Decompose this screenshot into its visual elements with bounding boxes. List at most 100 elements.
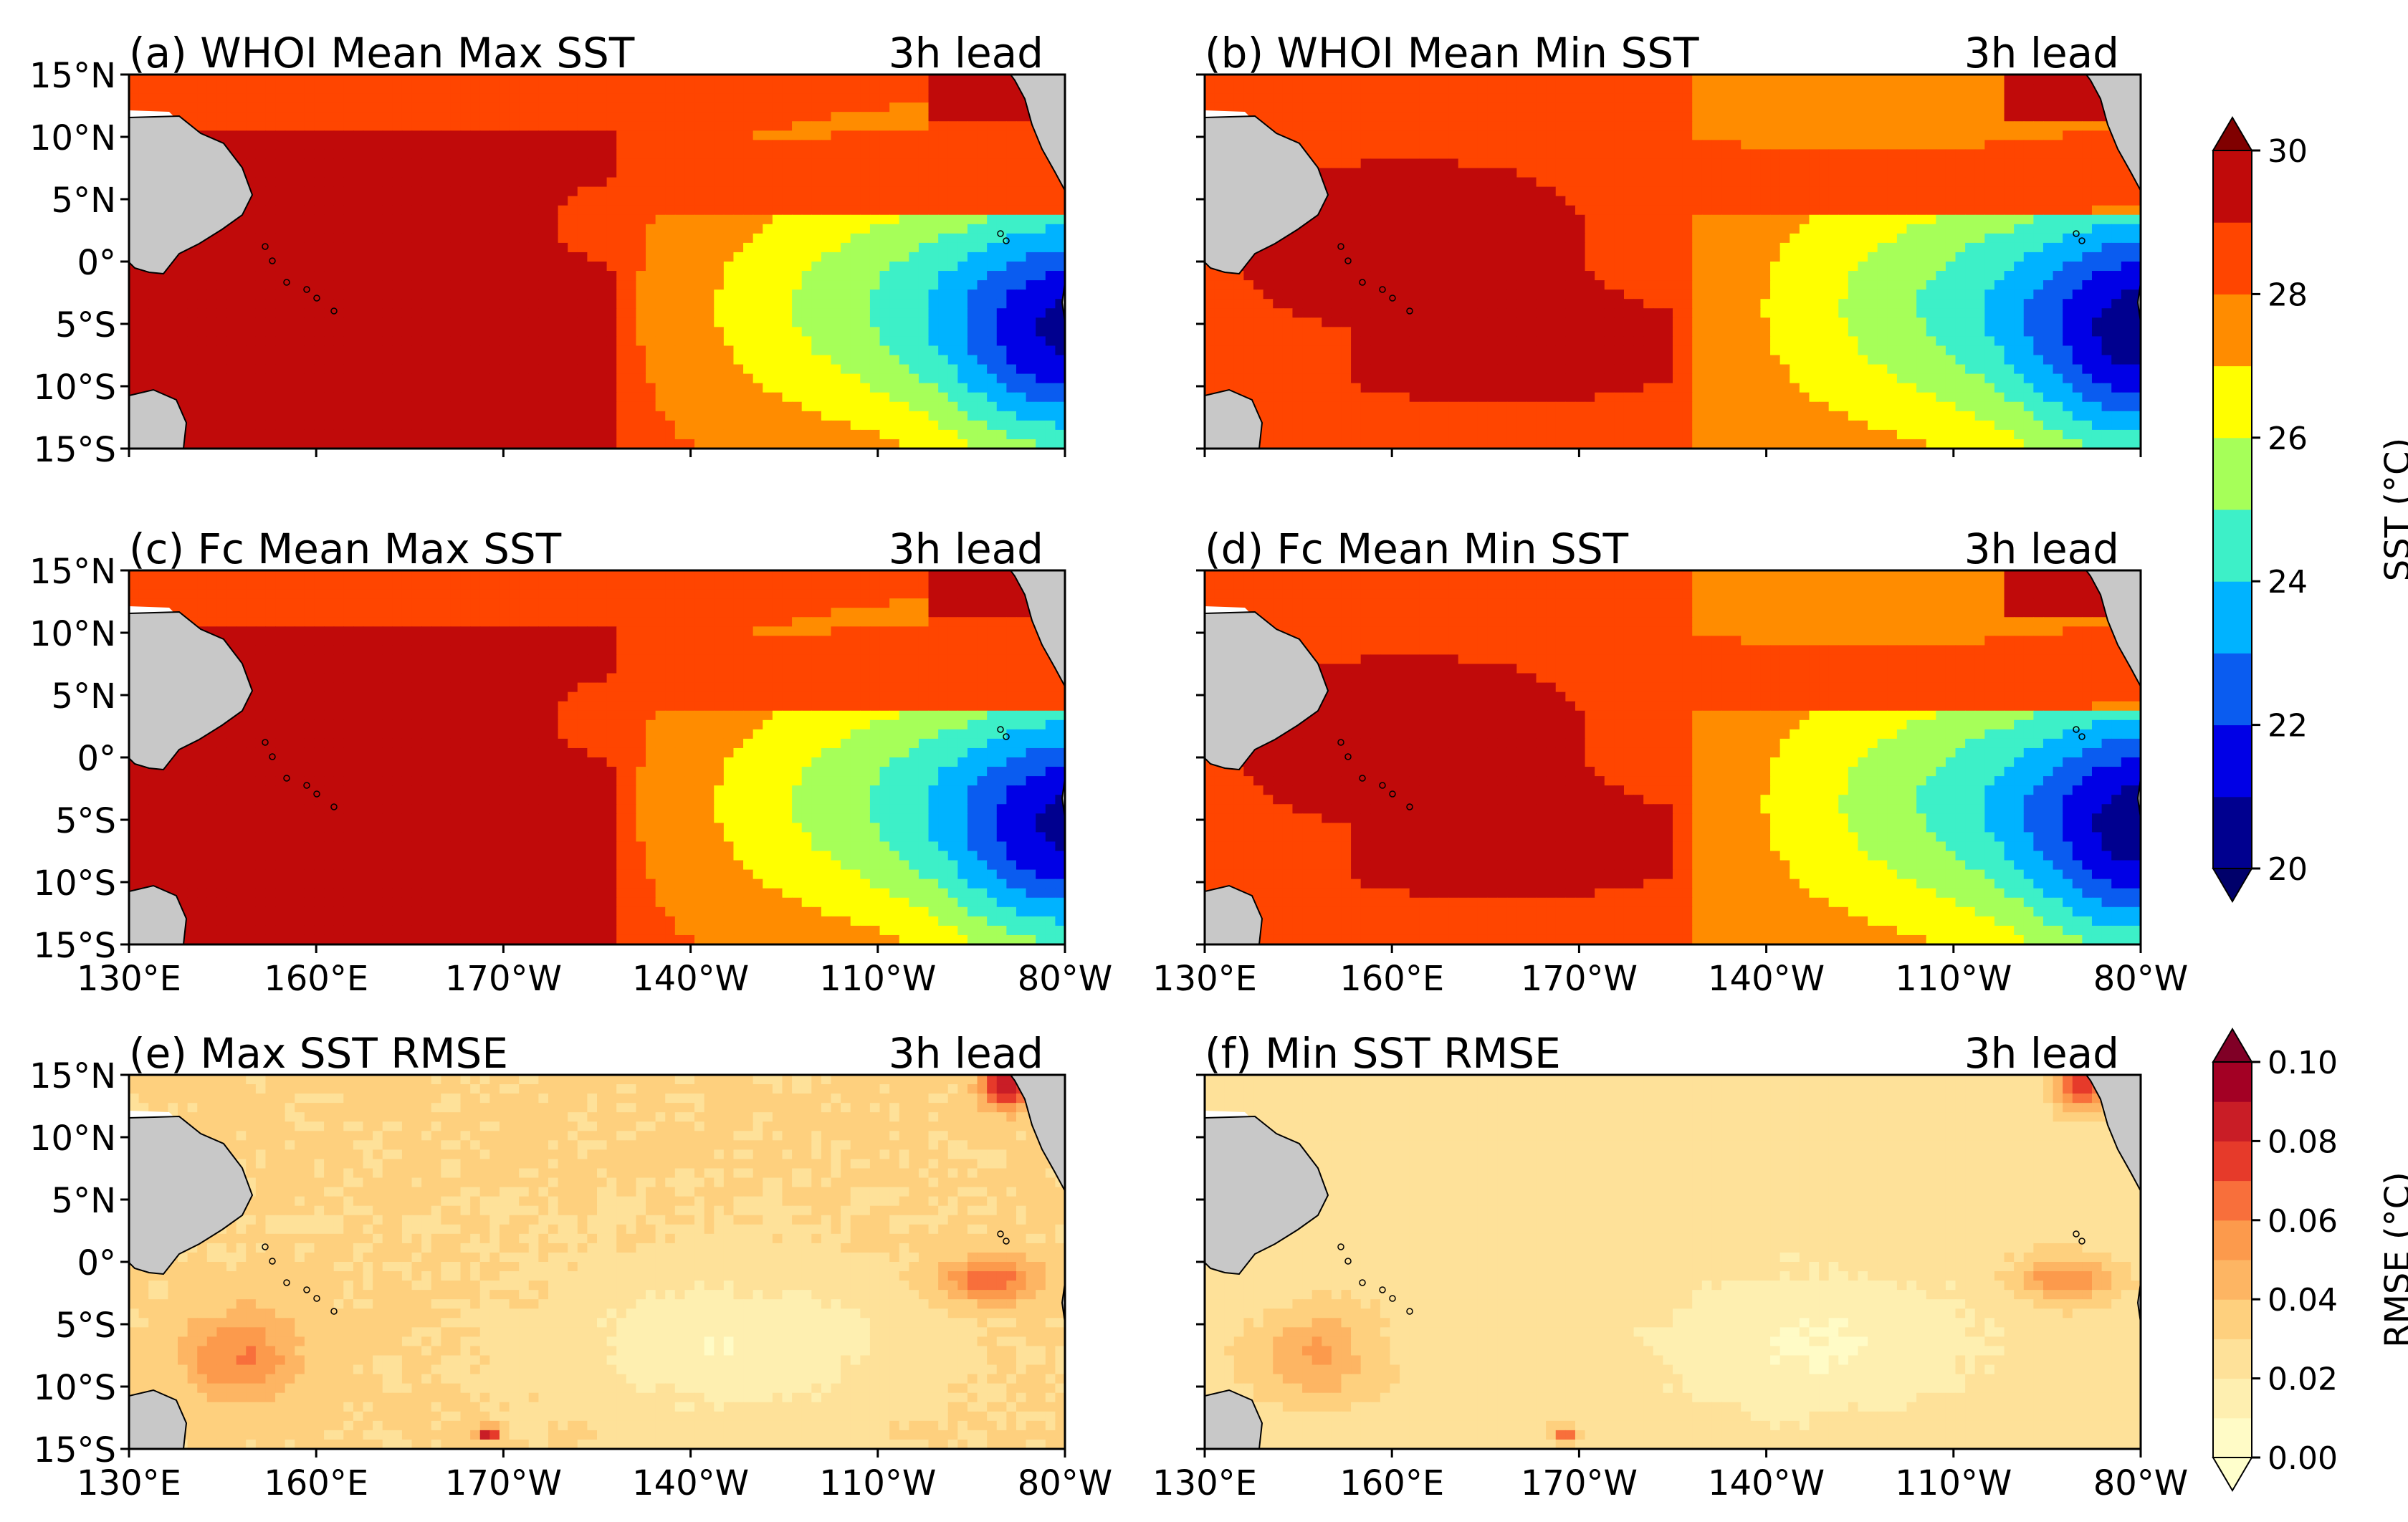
- field-cell: [763, 84, 773, 94]
- field-cell: [646, 196, 656, 206]
- field-cell: [382, 75, 393, 85]
- field-cell: [509, 401, 520, 412]
- field-cell: [1595, 130, 1605, 140]
- field-cell: [1877, 84, 1888, 94]
- field-cell: [421, 149, 432, 160]
- field-cell: [665, 383, 676, 393]
- field-cell: [743, 130, 754, 140]
- field-cell: [441, 186, 452, 197]
- field-cell: [246, 84, 257, 94]
- field-cell: [938, 224, 949, 234]
- field-cell: [616, 420, 627, 431]
- field-cell: [918, 84, 930, 94]
- field-cell: [752, 336, 763, 347]
- field-cell: [782, 242, 793, 253]
- field-cell: [636, 383, 646, 393]
- field-cell: [2091, 102, 2103, 113]
- field-cell: [265, 345, 276, 356]
- field-cell: [489, 196, 500, 206]
- field-cell: [373, 186, 383, 197]
- field-cell: [909, 252, 919, 262]
- field-cell: [450, 242, 462, 253]
- field-cell: [646, 177, 656, 188]
- field-cell: [275, 214, 286, 225]
- field-cell: [2063, 84, 2073, 94]
- field-cell: [792, 149, 803, 160]
- island: [997, 230, 1004, 237]
- field-cell: [694, 429, 705, 440]
- field-cell: [206, 355, 218, 365]
- field-cell: [947, 299, 958, 309]
- field-cell: [226, 93, 237, 103]
- field-cell: [860, 411, 871, 421]
- field-cell: [616, 252, 627, 262]
- field-cell: [665, 327, 676, 337]
- field-cell: [1016, 401, 1027, 412]
- field-cell: [275, 233, 286, 244]
- field-cell: [655, 149, 666, 160]
- field-cell: [1741, 112, 1752, 122]
- field-cell: [333, 383, 344, 393]
- field-cell: [373, 345, 383, 356]
- field-cell: [1994, 158, 2005, 169]
- field-cell: [1370, 177, 1381, 188]
- field-cell: [957, 224, 968, 234]
- field-cell: [1487, 84, 1498, 94]
- field-cell: [831, 262, 841, 272]
- field-cell: [216, 411, 227, 421]
- field-cell: [382, 262, 393, 272]
- field-cell: [577, 149, 588, 160]
- field-cell: [763, 299, 773, 309]
- field-cell: [246, 130, 257, 140]
- field-cell: [1016, 336, 1027, 347]
- field-cell: [314, 308, 325, 318]
- field-cell: [275, 308, 286, 318]
- field-cell: [431, 383, 441, 393]
- field-cell: [304, 168, 315, 178]
- field-cell: [889, 196, 900, 206]
- field-cell: [674, 429, 686, 440]
- field-cell: [148, 289, 159, 300]
- field-cell: [733, 317, 744, 327]
- field-cell: [841, 102, 851, 113]
- field-cell: [772, 420, 783, 431]
- field-cell: [275, 364, 286, 375]
- field-cell: [353, 308, 364, 318]
- field-cell: [792, 308, 803, 318]
- field-cell: [1045, 205, 1056, 216]
- field-cell: [957, 121, 968, 131]
- island: [269, 257, 276, 264]
- field-cell: [1468, 130, 1478, 140]
- field-cell: [314, 252, 325, 262]
- field-cell: [987, 262, 998, 272]
- field-cell: [665, 205, 676, 216]
- field-cell: [626, 93, 637, 103]
- field-cell: [918, 149, 930, 160]
- field-cell: [977, 121, 988, 131]
- field-cell: [1497, 75, 1508, 85]
- field-cell: [499, 317, 510, 327]
- field-cell: [752, 439, 763, 449]
- field-cell: [197, 280, 208, 290]
- field-cell: [265, 140, 276, 150]
- field-cell: [1623, 75, 1635, 85]
- field-cell: [869, 317, 881, 327]
- field-cell: [246, 149, 257, 160]
- field-cell: [763, 205, 773, 216]
- field-cell: [606, 308, 617, 318]
- field-cell: [1409, 177, 1420, 188]
- field-cell: [304, 233, 315, 244]
- field-cell: [158, 93, 169, 103]
- field-cell: [275, 411, 286, 421]
- field-cell: [499, 158, 510, 169]
- field-cell: [1887, 140, 1898, 150]
- field-cell: [2072, 130, 2083, 140]
- field-cell: [431, 355, 441, 365]
- field-cell: [2042, 149, 2054, 160]
- field-cell: [733, 439, 744, 449]
- field-cell: [801, 140, 812, 150]
- field-cell: [811, 224, 822, 234]
- field-cell: [499, 262, 510, 272]
- field-cell: [704, 252, 715, 262]
